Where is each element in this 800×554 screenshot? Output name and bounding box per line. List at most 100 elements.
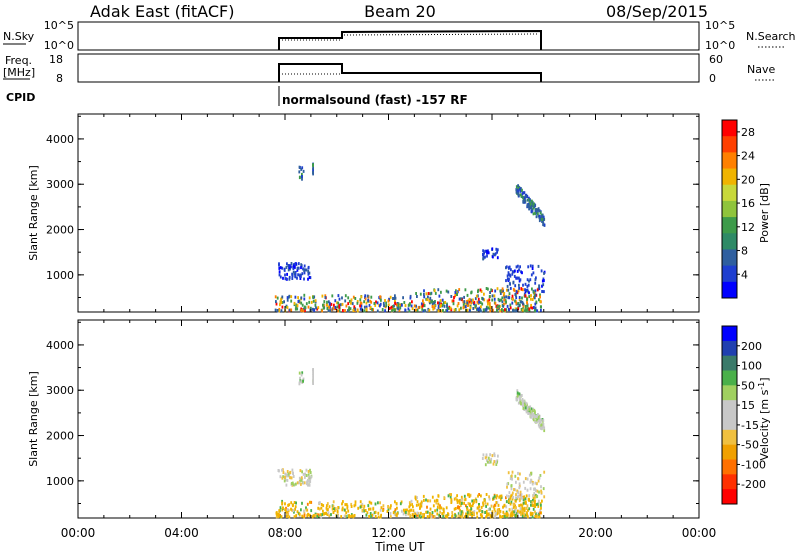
x-tick-label: 08:00: [268, 526, 303, 540]
data-point: [394, 308, 396, 312]
data-point: [320, 506, 323, 510]
data-point: [442, 507, 445, 511]
data-point: [336, 301, 338, 305]
data-point: [534, 415, 537, 419]
data-point: [505, 512, 508, 516]
data-point: [371, 307, 373, 311]
data-point: [496, 501, 499, 505]
data-point: [516, 276, 518, 280]
nsky-tick-top: 10^5: [44, 19, 74, 32]
data-point: [459, 504, 462, 507]
data-point: [328, 305, 330, 309]
data-point: [279, 506, 282, 510]
data-point: [482, 308, 485, 312]
data-point: [286, 510, 288, 514]
data-point: [473, 510, 476, 514]
data-point: [538, 490, 540, 494]
data-point: [524, 497, 527, 501]
x-tick-label: 00:00: [682, 526, 717, 540]
data-point: [514, 474, 517, 478]
data-point: [283, 267, 286, 271]
data-point: [523, 399, 525, 403]
data-point: [517, 264, 519, 268]
data-point: [286, 306, 289, 310]
data-point: [356, 309, 359, 313]
data-point: [309, 306, 312, 310]
power-colorbar: 4 8 12 16 20 24 28: [721, 119, 755, 299]
power-data-points: [274, 162, 546, 313]
data-point: [379, 501, 381, 505]
data-point: [401, 303, 403, 307]
data-point: [401, 509, 403, 513]
data-point: [502, 505, 504, 509]
data-point: [410, 508, 413, 512]
data-point: [536, 415, 538, 418]
data-point: [521, 195, 524, 199]
data-point: [288, 275, 291, 279]
data-point: [522, 498, 525, 502]
data-point: [287, 268, 290, 272]
data-point: [525, 402, 528, 406]
data-point: [463, 295, 465, 299]
data-point: [531, 504, 534, 507]
data-point: [296, 481, 299, 485]
data-point: [533, 296, 536, 300]
data-point: [369, 507, 372, 511]
data-point: [516, 514, 518, 517]
data-point: [516, 391, 519, 395]
data-point: [288, 474, 291, 478]
data-point: [307, 475, 310, 479]
data-point: [539, 295, 541, 299]
data-point: [325, 506, 328, 510]
data-point: [514, 299, 516, 303]
data-point: [420, 302, 423, 306]
data-point: [532, 507, 535, 511]
data-point: [292, 475, 295, 478]
data-point: [317, 306, 320, 310]
data-point: [485, 287, 488, 290]
data-point: [347, 296, 350, 300]
data-point: [505, 500, 508, 504]
data-point: [310, 475, 313, 479]
data-point: [503, 503, 506, 507]
data-point: [310, 509, 313, 513]
data-point: [465, 504, 467, 508]
data-point: [427, 292, 430, 295]
data-point: [433, 499, 436, 503]
data-point: [502, 510, 505, 514]
data-point: [530, 407, 533, 411]
data-point: [301, 514, 304, 518]
data-point: [423, 304, 426, 308]
data-point: [399, 502, 402, 506]
data-point: [524, 294, 527, 298]
data-point: [284, 502, 286, 506]
data-point: [341, 296, 343, 300]
data-point: [429, 507, 432, 511]
data-point: [501, 296, 504, 300]
data-point: [543, 495, 546, 499]
data-point: [521, 512, 523, 516]
data-point: [437, 494, 440, 498]
data-point: [449, 495, 452, 499]
data-point: [455, 289, 457, 293]
data-point: [332, 510, 335, 514]
data-point: [541, 284, 543, 288]
data-point: [524, 486, 527, 490]
data-point: [520, 508, 523, 512]
data-point: [533, 205, 536, 208]
data-point: [526, 477, 529, 481]
data-point: [285, 265, 288, 269]
data-point: [394, 294, 396, 298]
data-point: [379, 302, 382, 306]
freq-tick-bottom: 8: [56, 72, 63, 85]
data-point: [508, 265, 511, 269]
colorbar-tick-label: -200: [741, 478, 766, 491]
colorbar-segment: [722, 233, 737, 250]
data-point: [290, 482, 293, 485]
data-point: [537, 207, 540, 211]
data-point: [302, 377, 305, 381]
data-point: [350, 505, 353, 508]
data-point: [347, 302, 350, 306]
data-point: [395, 513, 398, 517]
data-point: [535, 309, 537, 313]
